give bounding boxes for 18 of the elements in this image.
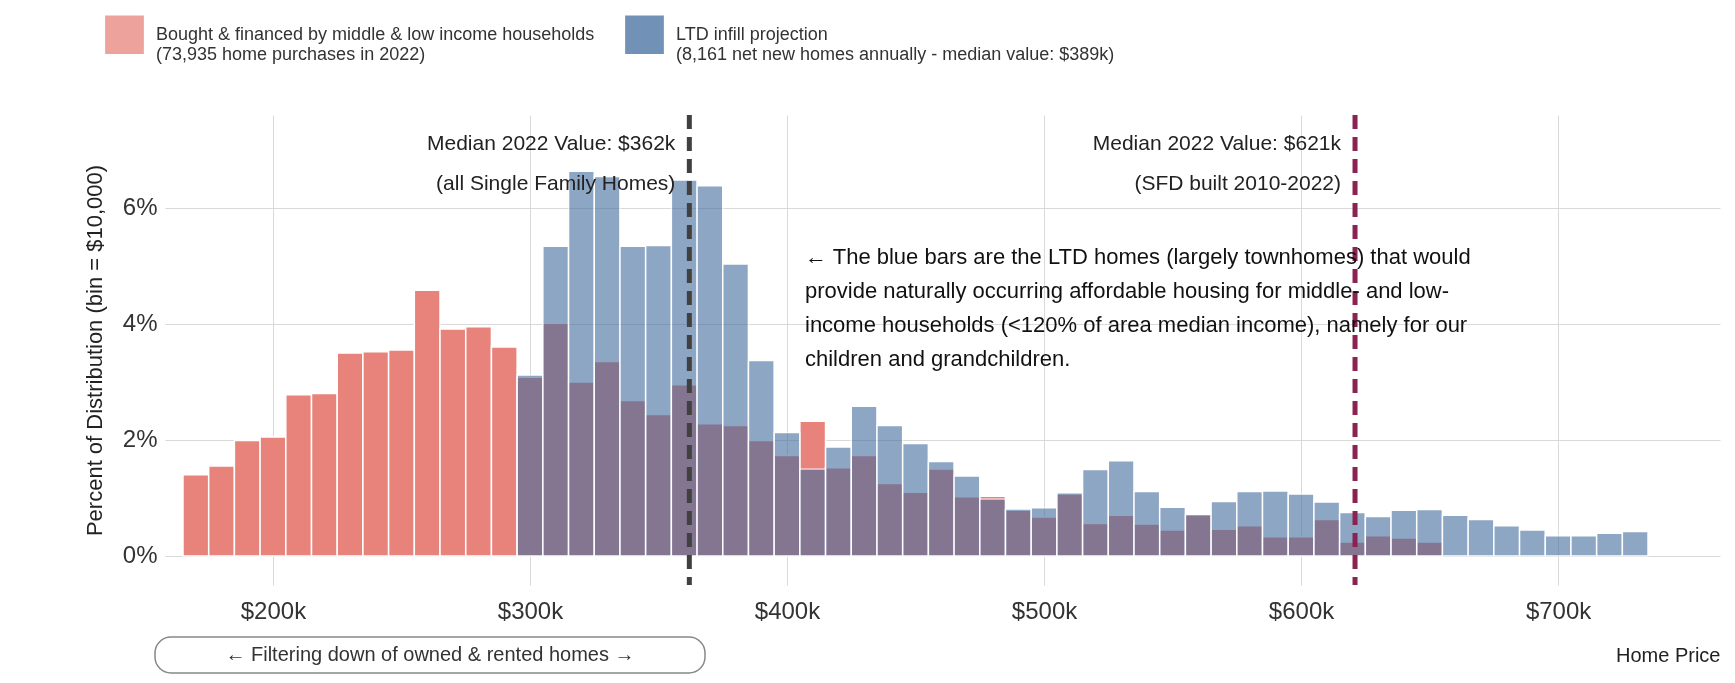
legend-label: Bought & financed by middle & low income households (73,935 home purchases in 2022) [156,23,595,64]
y-tick-label: 4% [122,309,158,337]
ref-line-label: Median 2022 Value: $621k (SFD built 2010-2022) [1092,131,1342,194]
x-tick-label: $200k [240,596,308,624]
x-tick-label: $700k [1525,596,1593,624]
x-tick-label: $300k [497,596,565,624]
y-tick-label: 2% [122,425,158,453]
annotation: ← The blue bars are the LTD homes (largely townhomes) that would provide naturally occurring affordable housing for middle- and low-income households (<120% of area median income), namely for our children and grandchildren. [805,244,1471,371]
x-tick-label: $400k [754,596,822,624]
x-tick-label: $500k [1011,596,1079,624]
text: ← Filtering down of owned & rented homes → [225,643,635,665]
y-axis-title: Percent of Distribution (bin = $10,000) [81,164,107,537]
x-axis-title: Home Price [1616,643,1721,666]
y-tick-label: 6% [122,193,158,221]
x-tick-label: $600k [1268,596,1336,624]
y-tick-label: 0% [122,541,158,569]
legend-label: LTD infill projection (8,161 net new homes annually - median value: $389k) [676,23,1115,64]
ref-line-label: Median 2022 Value: $362k (all Single Family Homes) [427,131,676,194]
